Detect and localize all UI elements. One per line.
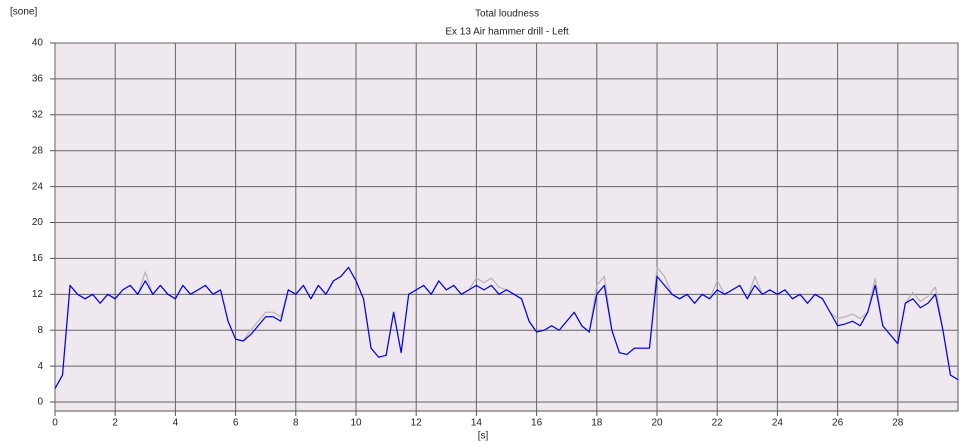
y-tick-label: 12 xyxy=(32,289,44,300)
x-tick-label: 22 xyxy=(712,418,724,429)
x-tick-label: 14 xyxy=(471,418,483,429)
chart-title: Total loudness xyxy=(475,9,539,20)
x-axis-label: [s] xyxy=(478,431,489,442)
line-series xyxy=(54,266,959,389)
y-tick-label: 20 xyxy=(32,217,44,228)
y-tick-label: 36 xyxy=(32,74,44,85)
x-tick-label: 4 xyxy=(173,418,179,429)
y-axis-label: [sone] xyxy=(10,7,37,18)
x-tick-label: 18 xyxy=(591,418,603,429)
y-tick-label: 28 xyxy=(32,145,44,156)
y-tick-label: 0 xyxy=(37,397,43,408)
x-tick-label: 0 xyxy=(52,418,58,429)
plot-area xyxy=(54,42,959,412)
x-tick-label: 16 xyxy=(531,418,543,429)
x-tick-label: 10 xyxy=(350,418,362,429)
y-tick-label: 8 xyxy=(37,325,43,336)
y-tick-label: 40 xyxy=(32,38,44,49)
y-tick-label: 4 xyxy=(37,361,43,372)
x-tick-label: 24 xyxy=(772,418,784,429)
y-tick-label: 16 xyxy=(32,253,44,264)
y-tick-label: 32 xyxy=(32,109,44,120)
chart-subtitle: Ex 13 Air hammer drill - Left xyxy=(445,27,569,38)
x-tick-label: 6 xyxy=(233,418,239,429)
x-tick-label: 12 xyxy=(411,418,423,429)
y-tick-label: 24 xyxy=(32,181,44,192)
x-tick-label: 2 xyxy=(112,418,118,429)
x-tick-label: 26 xyxy=(832,418,844,429)
x-tick-label: 28 xyxy=(892,418,904,429)
x-tick-label: 20 xyxy=(651,418,663,429)
x-tick-label: 8 xyxy=(293,418,299,429)
